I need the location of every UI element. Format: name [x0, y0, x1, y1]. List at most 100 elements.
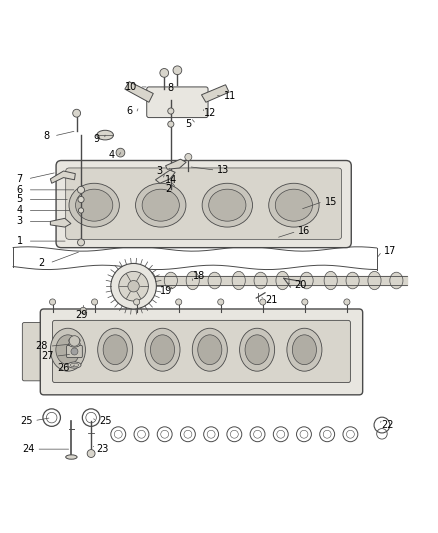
Text: 6: 6 [126, 106, 132, 116]
Circle shape [73, 109, 81, 117]
Circle shape [78, 187, 85, 193]
Ellipse shape [164, 272, 177, 289]
Ellipse shape [287, 328, 322, 371]
Text: 27: 27 [41, 351, 53, 361]
Circle shape [260, 299, 266, 305]
Circle shape [173, 66, 182, 75]
Ellipse shape [202, 183, 252, 227]
Text: 4: 4 [109, 150, 115, 160]
Circle shape [344, 299, 350, 305]
Text: 1: 1 [17, 236, 23, 246]
Circle shape [49, 299, 56, 305]
Ellipse shape [198, 335, 222, 365]
Polygon shape [201, 85, 229, 102]
Text: 3: 3 [17, 216, 23, 227]
Circle shape [302, 299, 308, 305]
Ellipse shape [103, 335, 127, 365]
Text: 19: 19 [160, 286, 173, 296]
Ellipse shape [68, 362, 81, 368]
Text: 5: 5 [185, 119, 191, 129]
Text: 2: 2 [166, 183, 172, 193]
Circle shape [78, 239, 85, 246]
Ellipse shape [186, 271, 199, 290]
Ellipse shape [346, 272, 359, 289]
Circle shape [168, 121, 174, 127]
Text: 24: 24 [22, 444, 35, 454]
Circle shape [160, 69, 169, 77]
Circle shape [119, 271, 148, 301]
Ellipse shape [56, 335, 80, 365]
Polygon shape [50, 219, 71, 227]
Text: 16: 16 [298, 227, 311, 237]
Polygon shape [50, 171, 75, 183]
Text: 10: 10 [125, 82, 138, 92]
Text: 9: 9 [93, 134, 99, 144]
Text: 3: 3 [157, 166, 163, 176]
Ellipse shape [276, 271, 289, 290]
FancyBboxPatch shape [147, 87, 208, 118]
Ellipse shape [208, 189, 246, 221]
Ellipse shape [136, 183, 186, 227]
Ellipse shape [324, 271, 337, 290]
Polygon shape [155, 170, 175, 183]
Circle shape [168, 108, 174, 114]
Circle shape [218, 299, 224, 305]
Ellipse shape [70, 364, 79, 367]
Ellipse shape [245, 335, 269, 365]
FancyBboxPatch shape [66, 168, 342, 239]
Ellipse shape [390, 272, 403, 289]
Ellipse shape [208, 272, 221, 289]
Ellipse shape [98, 328, 133, 371]
Circle shape [78, 208, 84, 213]
Ellipse shape [76, 189, 113, 221]
Circle shape [116, 148, 125, 157]
Ellipse shape [254, 272, 267, 289]
Ellipse shape [192, 328, 227, 371]
FancyBboxPatch shape [56, 160, 351, 248]
Ellipse shape [142, 271, 155, 290]
Polygon shape [125, 82, 153, 102]
Ellipse shape [293, 335, 316, 365]
Text: 21: 21 [265, 295, 278, 305]
FancyBboxPatch shape [22, 322, 47, 381]
Circle shape [176, 299, 182, 305]
Text: 18: 18 [193, 271, 205, 281]
Text: 6: 6 [17, 185, 23, 195]
Text: 11: 11 [224, 91, 236, 101]
Circle shape [111, 263, 156, 309]
Ellipse shape [87, 449, 95, 457]
Ellipse shape [142, 189, 180, 221]
Circle shape [128, 280, 139, 292]
Circle shape [134, 299, 140, 305]
Text: 7: 7 [17, 174, 23, 184]
Circle shape [92, 299, 98, 305]
Text: 20: 20 [294, 280, 306, 290]
Text: 2: 2 [39, 258, 45, 268]
Ellipse shape [150, 335, 174, 365]
Text: 13: 13 [217, 165, 230, 175]
Text: 15: 15 [325, 197, 337, 207]
Ellipse shape [240, 328, 275, 371]
Text: 12: 12 [204, 108, 216, 118]
Ellipse shape [145, 328, 180, 371]
Text: 25: 25 [99, 416, 111, 426]
Text: 14: 14 [165, 175, 177, 185]
Ellipse shape [269, 183, 319, 227]
Text: 17: 17 [384, 246, 396, 256]
Text: 8: 8 [43, 131, 49, 141]
Circle shape [78, 197, 84, 203]
Text: 28: 28 [35, 341, 48, 351]
Ellipse shape [50, 328, 85, 371]
Ellipse shape [66, 455, 77, 459]
Text: 8: 8 [168, 83, 174, 93]
Polygon shape [166, 159, 186, 169]
Text: 23: 23 [97, 444, 109, 454]
FancyBboxPatch shape [40, 309, 363, 395]
Ellipse shape [275, 189, 313, 221]
Text: 4: 4 [17, 205, 23, 215]
Text: 26: 26 [57, 363, 70, 373]
Text: 25: 25 [20, 416, 32, 426]
FancyBboxPatch shape [67, 345, 82, 358]
Text: 22: 22 [381, 420, 394, 430]
Ellipse shape [300, 272, 313, 289]
